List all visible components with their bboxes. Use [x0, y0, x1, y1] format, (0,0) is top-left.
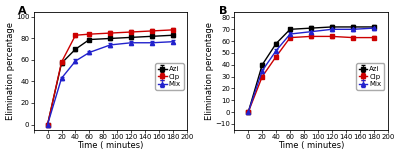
X-axis label: Time ( minutes): Time ( minutes) [77, 141, 144, 150]
Legend: Azi, Cip, Mix: Azi, Cip, Mix [156, 63, 184, 90]
X-axis label: Time ( minutes): Time ( minutes) [278, 141, 344, 150]
Legend: Azi, Cip, Mix: Azi, Cip, Mix [356, 63, 384, 90]
Text: B: B [219, 6, 227, 16]
Y-axis label: Elimination percentage: Elimination percentage [6, 22, 14, 120]
Y-axis label: Elimination percentage: Elimination percentage [205, 22, 214, 120]
Text: A: A [18, 6, 27, 16]
